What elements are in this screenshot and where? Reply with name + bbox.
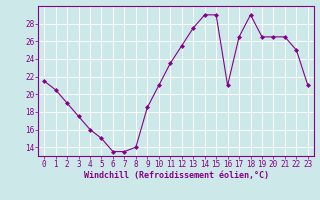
X-axis label: Windchill (Refroidissement éolien,°C): Windchill (Refroidissement éolien,°C) bbox=[84, 171, 268, 180]
